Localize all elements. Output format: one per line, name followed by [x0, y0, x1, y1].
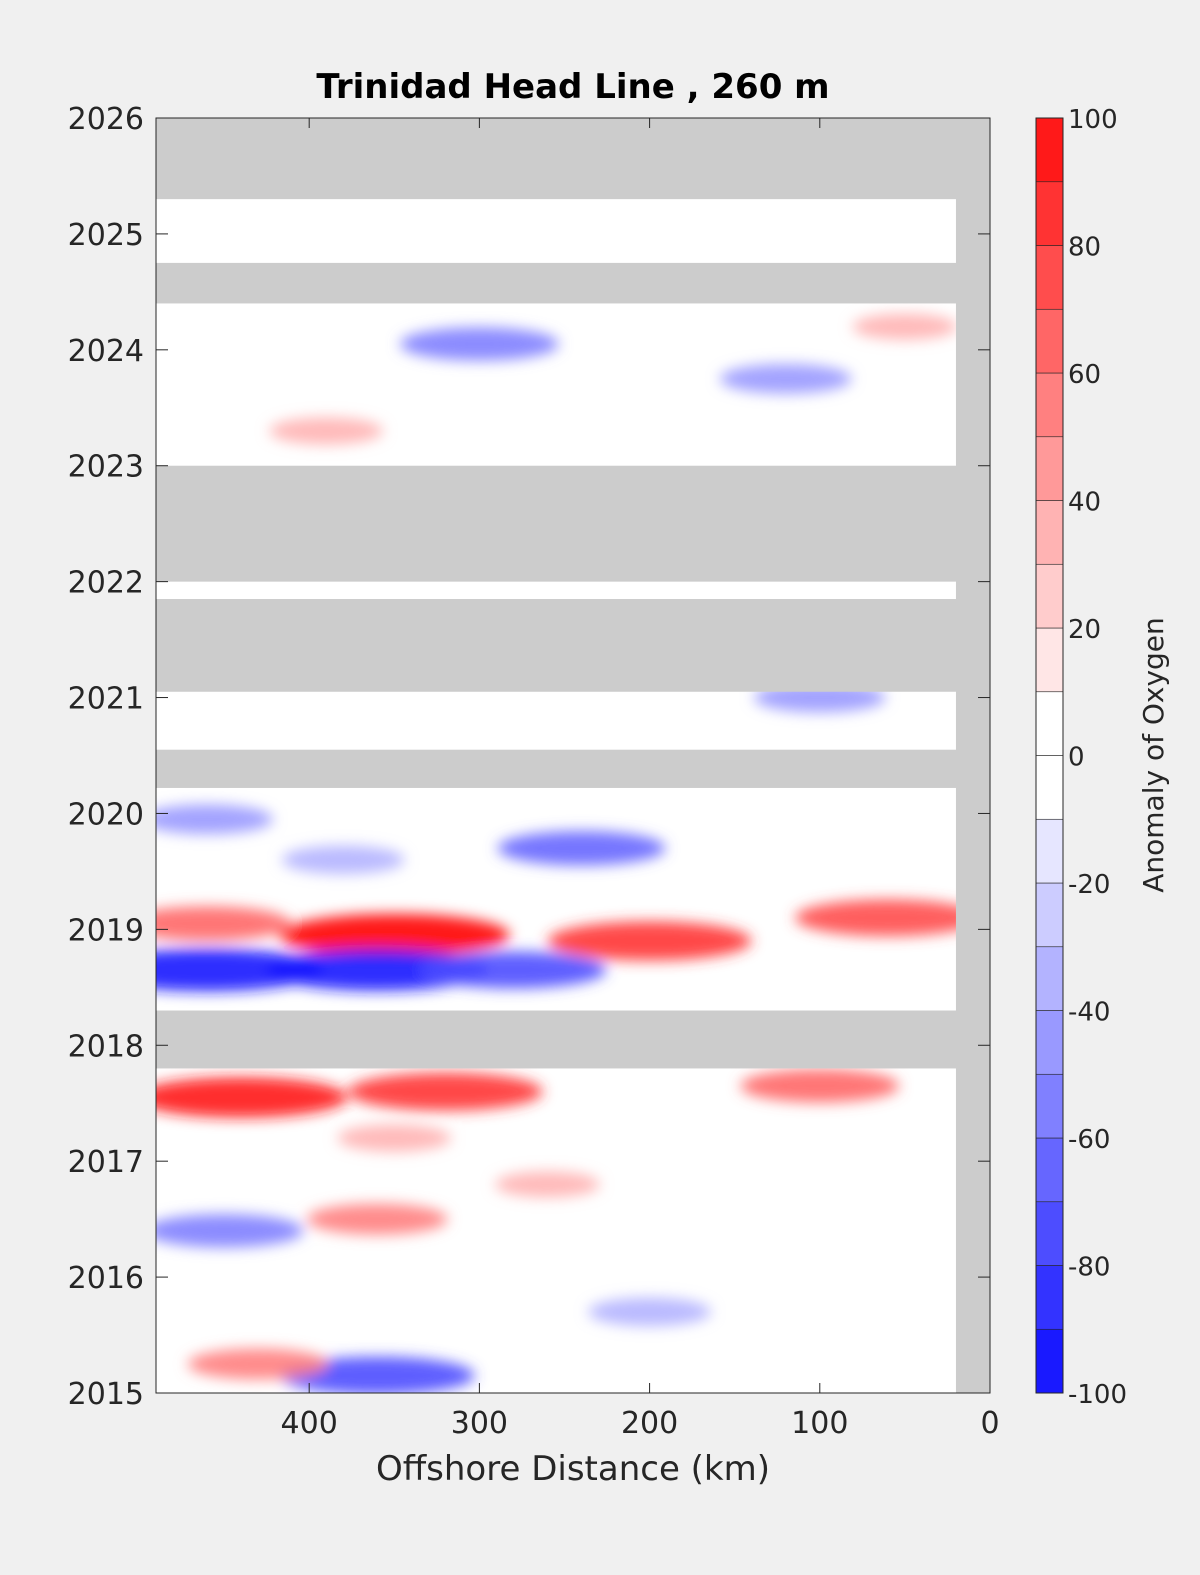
colorbar-tick-label: -20 — [1068, 870, 1110, 900]
colorbar-swatch — [1035, 1010, 1064, 1075]
anomaly-feature — [281, 845, 405, 875]
anomaly-feature — [740, 1069, 900, 1103]
no-data-mask — [156, 118, 990, 1393]
y-axis: 2015 2016 2017 2018 2019 2020 2021 2022 2023 2024… — [68, 102, 990, 1412]
colorbar-swatch — [1035, 1137, 1064, 1203]
y-tick-label: 2016 — [68, 1261, 144, 1296]
colorbar-tick-label: 40 — [1068, 488, 1101, 518]
anomaly-feature — [420, 951, 607, 989]
colorbar-swatch — [1035, 372, 1064, 438]
x-tick-label: 300 — [451, 1406, 508, 1441]
colorbar-swatch — [1035, 181, 1064, 246]
colorbar-swatch — [1035, 308, 1064, 374]
colorbar-tick-label: -100 — [1068, 1380, 1127, 1410]
no-data-band — [156, 262, 990, 304]
y-tick-label: 2026 — [68, 102, 144, 137]
colorbar-swatch — [1035, 882, 1064, 948]
anomaly-feature — [156, 906, 292, 941]
colorbar-swatch — [1035, 946, 1064, 1011]
anomaly-feature — [399, 327, 559, 361]
colorbar-tick-label: 100 — [1068, 105, 1118, 135]
y-tick-label: 2017 — [68, 1145, 144, 1180]
anomaly-feature — [266, 949, 489, 991]
anomaly-feature — [156, 948, 323, 992]
colorbar-swatches — [1035, 117, 1064, 1394]
colorbar-swatch — [1035, 1201, 1064, 1266]
x-axis: 400 300 200 100 0 — [281, 118, 1000, 1441]
colorbar-swatch — [1035, 245, 1064, 310]
anomaly-feature — [306, 1203, 448, 1235]
anomaly-feature — [269, 417, 384, 445]
y-tick-label: 2022 — [68, 566, 144, 601]
colorbar-swatch — [1035, 436, 1064, 501]
colorbar-swatch — [1035, 117, 1064, 183]
y-tick-label: 2020 — [68, 797, 144, 832]
colorbar-tick-label: -80 — [1068, 1253, 1110, 1283]
no-data-band — [156, 749, 990, 788]
colorbar-ticks: -100 -80 -60 -40 -20 0 20 40 60 80 100 — [1068, 105, 1127, 1410]
colorbar-tick-label: -40 — [1068, 998, 1110, 1028]
anomaly-feature — [852, 313, 958, 340]
no-data-band — [156, 465, 990, 582]
anomaly-feature — [278, 913, 510, 957]
colorbar-tick-label: 80 — [1068, 233, 1101, 263]
anomaly-feature — [156, 1214, 304, 1248]
colorbar-swatch — [1035, 691, 1064, 756]
anomaly-feature — [547, 921, 752, 961]
colorbar-frame — [1035, 117, 1064, 1394]
colorbar-tick-label: 20 — [1068, 615, 1101, 645]
colorbar-swatch — [1035, 755, 1064, 820]
no-data-band — [156, 118, 990, 200]
y-tick-label: 2024 — [68, 334, 144, 369]
x-axis-label: Offshore Distance (km) — [376, 1449, 770, 1489]
x-tick-label: 200 — [621, 1406, 678, 1441]
no-data-band — [156, 599, 990, 692]
colorbar-swatch — [1035, 1328, 1064, 1394]
colorbar-tick-label: -60 — [1068, 1125, 1110, 1155]
no-data-band — [156, 1010, 990, 1069]
anomaly-contours — [156, 313, 981, 1393]
chart-title: Trinidad Head Line , 260 m — [316, 67, 829, 107]
anomaly-feature — [187, 1348, 329, 1380]
anomaly-feature — [156, 804, 274, 835]
colorbar: -100 -80 -60 -40 -20 0 20 40 60 80 100 Anomaly of … — [1035, 105, 1170, 1410]
colorbar-swatch — [1035, 627, 1064, 693]
colorbar-label: Anomaly of Oxygen — [1137, 617, 1170, 893]
anomaly-feature — [337, 1124, 452, 1152]
y-tick-label: 2019 — [68, 913, 144, 948]
y-tick-label: 2023 — [68, 450, 144, 485]
colorbar-swatch — [1035, 563, 1064, 629]
anomaly-feature — [794, 899, 981, 937]
anomaly-feature — [279, 1356, 475, 1393]
y-tick-label: 2021 — [68, 682, 144, 717]
colorbar-tick-label: 60 — [1068, 360, 1101, 390]
y-tick-label: 2025 — [68, 218, 144, 253]
anomaly-feature — [719, 363, 852, 394]
x-tick-label: 100 — [791, 1406, 848, 1441]
x-tick-label: 0 — [980, 1406, 999, 1441]
colorbar-swatch — [1035, 1265, 1064, 1330]
anomaly-feature — [497, 831, 666, 866]
anomaly-feature — [494, 1171, 600, 1198]
x-tick-label: 400 — [281, 1406, 338, 1441]
plot-frame — [155, 117, 991, 1394]
colorbar-swatch — [1035, 818, 1064, 884]
anomaly-feature — [588, 1297, 712, 1327]
no-data-band — [955, 118, 990, 1393]
plot-area — [155, 117, 991, 1394]
anomaly-feature — [347, 1072, 543, 1111]
anomaly-field — [156, 313, 981, 1393]
colorbar-swatch — [1035, 500, 1064, 565]
y-tick-label: 2015 — [68, 1377, 144, 1412]
colorbar-tick-label: 0 — [1068, 743, 1085, 773]
colorbar-swatch — [1035, 1073, 1064, 1139]
y-tick-label: 2018 — [68, 1029, 144, 1064]
anomaly-feature — [156, 1077, 348, 1118]
